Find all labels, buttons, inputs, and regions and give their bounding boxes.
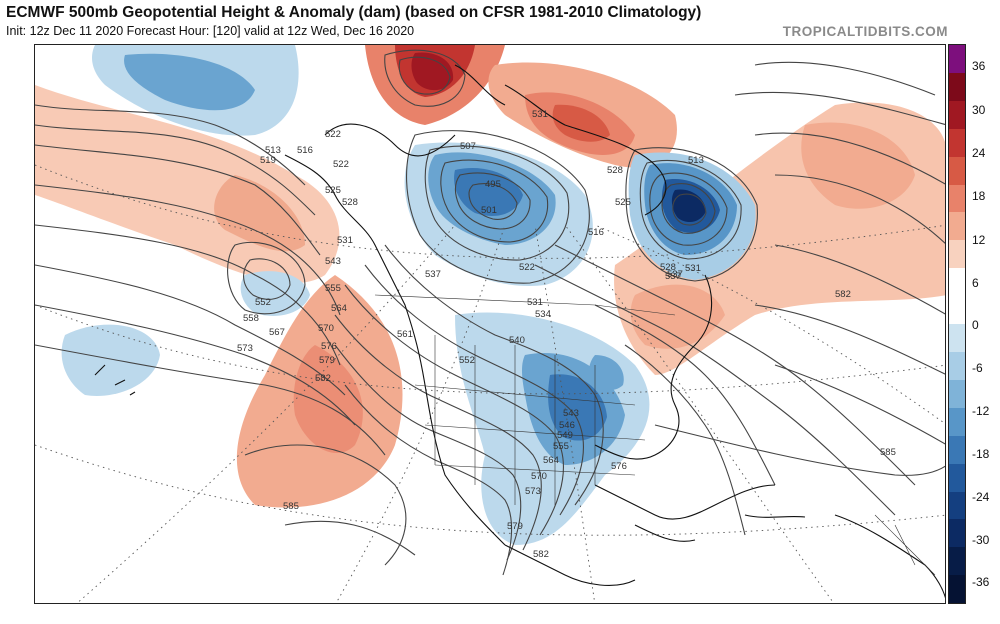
colorbar-segment [949,519,965,548]
contour-labels: 513 516 519 522 522 525 528 507 501 495 … [237,109,896,560]
colorbar-tick-labels: 36 30 24 18 12 6 0 -6 -12 -18 -24 -30 -3… [968,44,1000,604]
contour-label: 585 [880,447,896,458]
colorbar-segment [949,547,965,576]
contour-label: 558 [243,313,259,324]
colorbar-segment [949,324,965,352]
contour-label: 531 [527,297,543,308]
contour-label: 582 [533,549,549,560]
contour-label: 522 [519,262,535,273]
contour-label: 567 [269,327,285,338]
colorbar-segment [949,156,965,185]
colorbar-segment [949,240,965,269]
contour-label: 501 [481,205,497,216]
contour-label: 555 [553,441,569,452]
contour-label: 495 [485,179,501,190]
contour-label: 555 [325,283,341,294]
colorbar-segment [949,407,965,436]
contour-label: 579 [507,521,523,532]
chart-title: ECMWF 500mb Geopotential Height & Anomal… [6,4,702,21]
contour-label: 585 [283,501,299,512]
contour-label: 525 [325,185,341,196]
contour-label: 570 [318,323,334,334]
colorbar-segment [949,212,965,241]
anomaly-colorbar [948,44,966,604]
contour-label: 528 [607,165,623,176]
colorbar-segment [949,45,965,73]
colorbar-tick: -12 [972,404,990,418]
contour-label: 537 [667,269,683,280]
contour-label: 549 [557,430,573,441]
contour-label: 522 [333,159,349,170]
contour-label: 552 [459,355,475,366]
contour-label: 582 [835,289,851,300]
contour-label: 531 [685,263,701,274]
contour-label: 579 [319,355,335,366]
contour-label: 507 [460,141,476,152]
colorbar-tick: 24 [972,146,986,160]
contour-label: 576 [321,341,337,352]
contour-label: 516 [588,227,604,238]
colorbar-tick: 0 [972,318,979,332]
contour-label: 576 [611,461,627,472]
colorbar-segment [949,491,965,520]
contour-label: 534 [535,309,551,320]
contour-label: 564 [543,455,559,466]
colorbar-tick: -30 [972,533,990,547]
coastlines [94,64,945,599]
colorbar-tick: 18 [972,189,986,203]
contour-label: 528 [342,197,358,208]
brand-watermark: TROPICALTIDBITS.COM [782,24,948,39]
contour-label: 522 [325,129,341,140]
colorbar-tick: -18 [972,447,990,461]
colorbar-segment [949,72,965,101]
contour-label: 570 [531,471,547,482]
contour-label: 525 [615,197,631,208]
contour-label: 537 [665,271,681,282]
contour-label: 540 [509,335,525,346]
colorbar-tick: 30 [972,103,986,117]
height-contours [35,49,945,576]
contour-label: 531 [532,109,548,120]
colorbar-segment [949,100,965,129]
colorbar-segment [949,268,965,297]
colorbar-tick: -36 [972,575,990,589]
contour-label: 528 [660,262,676,273]
colorbar-tick: 6 [972,276,979,290]
map-canvas: 513 516 519 522 522 525 528 507 501 495 … [35,45,945,603]
contour-label: 564 [331,303,347,314]
contour-label: 513 [265,145,281,156]
contour-label: 552 [255,297,271,308]
contour-label: 582 [315,373,331,384]
colorbar-segment [949,184,965,213]
colorbar-segment [949,463,965,492]
contour-label: 519 [260,155,276,166]
colorbar-segment [949,379,965,408]
contour-label: 537 [425,269,441,280]
contour-label: 573 [525,486,541,497]
contour-label: 543 [325,256,341,267]
contour-label: 513 [688,155,704,166]
contour-label: 546 [559,420,575,431]
forecast-info: Init: 12z Dec 11 2020 Forecast Hour: [12… [6,24,415,38]
borders [374,294,936,576]
colorbar-segment [949,435,965,464]
contour-label: 516 [297,145,313,156]
colorbar-tick: 12 [972,233,986,247]
anomaly-shading [35,45,945,545]
colorbar-tick: 36 [972,59,986,73]
colorbar-segment [949,296,965,325]
contour-label: 573 [237,343,253,354]
contour-label: 561 [397,329,413,340]
colorbar-tick: -6 [972,361,983,375]
colorbar-segment [949,575,965,604]
forecast-map: 513 516 519 522 522 525 528 507 501 495 … [34,44,946,604]
colorbar-segment [949,128,965,157]
colorbar-segment [949,351,965,380]
contour-label: 531 [337,235,353,246]
contour-label: 543 [563,408,579,419]
colorbar-tick: -24 [972,490,990,504]
